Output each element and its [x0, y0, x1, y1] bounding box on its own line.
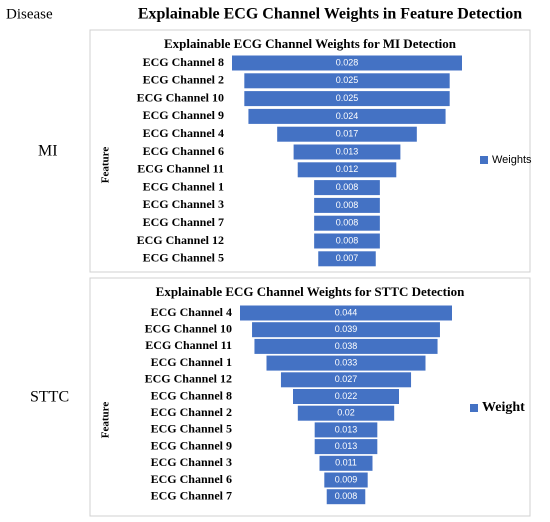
value-label: 0.011	[335, 458, 357, 468]
bar	[252, 322, 440, 338]
bar	[314, 180, 380, 196]
value-label: 0.009	[335, 474, 358, 484]
category-label: ECG Channel 8	[151, 388, 232, 402]
bar	[314, 215, 380, 231]
category-label: ECG Channel 9	[143, 108, 224, 122]
value-label: 0.025	[336, 93, 359, 103]
legend-swatch	[480, 156, 488, 164]
bar	[266, 355, 426, 371]
bar	[240, 305, 452, 321]
bar	[314, 233, 380, 249]
value-label: 0.008	[335, 491, 358, 501]
value-label: 0.008	[336, 182, 359, 192]
legend-label: Weights	[492, 154, 532, 166]
column-header: Disease	[6, 6, 53, 22]
category-label: ECG Channel 4	[143, 126, 224, 140]
category-label: ECG Channel 8	[143, 55, 224, 69]
value-label: 0.013	[335, 441, 358, 451]
bar	[324, 472, 368, 488]
category-label: ECG Channel 6	[151, 472, 232, 486]
value-label: 0.007	[336, 253, 359, 263]
bar	[293, 389, 399, 404]
value-label: 0.02	[337, 408, 355, 418]
bar	[319, 455, 373, 471]
category-label: ECG Channel 11	[137, 162, 224, 176]
value-label: 0.012	[336, 164, 359, 174]
bar	[277, 126, 417, 142]
figure-title: Explainable ECG Channel Weights in Featu…	[138, 6, 522, 23]
bar	[254, 338, 438, 354]
chart-title: Explainable ECG Channel Weights for MI D…	[164, 36, 457, 51]
bar	[314, 422, 378, 438]
category-label: ECG Channel 5	[151, 422, 232, 436]
category-label: ECG Channel 2	[143, 73, 224, 87]
bar	[297, 162, 397, 178]
category-label: ECG Channel 3	[151, 455, 232, 469]
y-axis-label: Feature	[100, 147, 112, 184]
bar	[318, 251, 376, 267]
value-label: 0.027	[335, 374, 358, 384]
category-label: ECG Channel 12	[145, 372, 232, 386]
value-label: 0.013	[336, 146, 359, 156]
category-label: ECG Channel 1	[143, 179, 224, 193]
value-label: 0.028	[336, 57, 359, 67]
value-label: 0.044	[335, 307, 358, 317]
category-label: ECG Channel 5	[143, 251, 224, 265]
value-label: 0.024	[336, 111, 359, 121]
value-label: 0.025	[336, 75, 359, 85]
category-label: ECG Channel 9	[151, 438, 232, 452]
value-label: 0.008	[336, 218, 359, 228]
category-label: ECG Channel 11	[145, 338, 232, 352]
value-label: 0.008	[336, 235, 359, 245]
value-label: 0.039	[335, 324, 358, 334]
legend-swatch	[470, 404, 478, 412]
category-label: ECG Channel 10	[137, 90, 224, 104]
category-label: ECG Channel 3	[143, 197, 224, 211]
bar	[232, 55, 462, 71]
category-label: ECG Channel 1	[151, 355, 232, 369]
category-label: ECG Channel 2	[151, 405, 232, 419]
category-label: ECG Channel 4	[151, 305, 232, 319]
bar	[297, 405, 395, 421]
bar	[326, 489, 366, 505]
bar	[280, 372, 412, 388]
chart-title: Explainable ECG Channel Weights for STTC…	[156, 284, 465, 299]
value-label: 0.038	[335, 341, 358, 351]
bar	[248, 108, 446, 124]
value-label: 0.017	[336, 129, 359, 139]
bar	[314, 439, 378, 455]
row-label: STTC	[30, 389, 69, 406]
value-label: 0.008	[336, 200, 359, 210]
value-label: 0.022	[335, 391, 358, 401]
category-label: ECG Channel 10	[145, 321, 232, 335]
bar	[244, 91, 450, 107]
category-label: ECG Channel 7	[143, 215, 224, 229]
category-label: ECG Channel 7	[151, 488, 232, 502]
y-axis-label: Feature	[100, 402, 112, 439]
category-label: ECG Channel 12	[137, 233, 224, 247]
bar	[244, 73, 450, 89]
bar	[293, 144, 401, 160]
legend-label: Weight	[482, 400, 525, 415]
category-label: ECG Channel 6	[143, 144, 224, 158]
bar	[314, 197, 380, 213]
row-label: MI	[38, 143, 58, 160]
value-label: 0.033	[335, 357, 358, 367]
value-label: 0.013	[335, 424, 358, 434]
